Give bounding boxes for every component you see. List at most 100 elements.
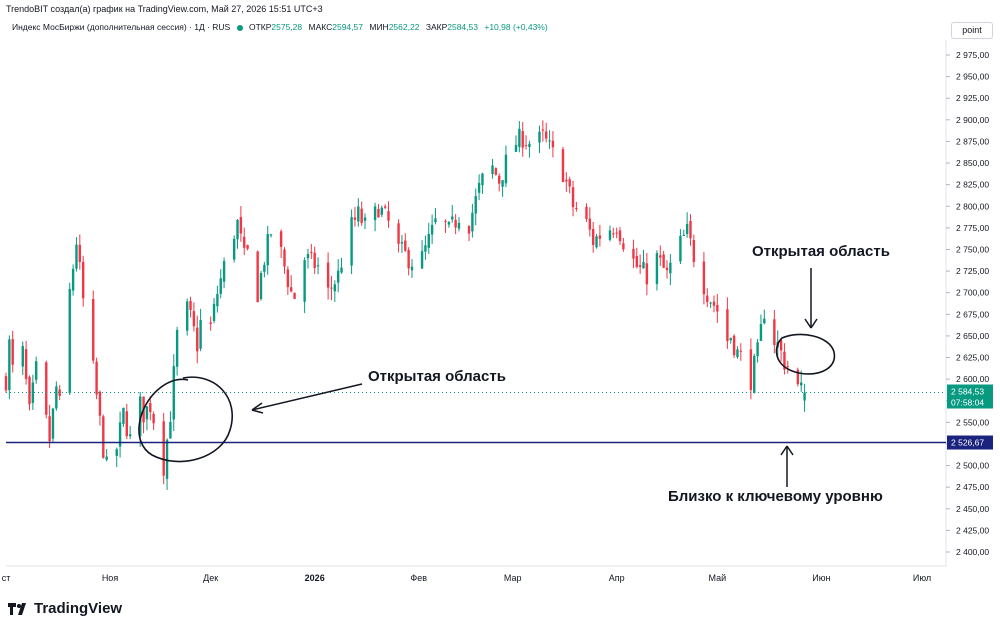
candle-body [444,220,447,222]
arrow-left-head [251,402,264,414]
candle-body [68,289,71,393]
candle-body [246,245,249,249]
candle-body [528,143,531,148]
candle-body [330,287,333,289]
key-level-label: 2 526,67 [951,438,984,448]
last-price-label-box [947,384,993,409]
open-label: ОТКР [248,22,272,32]
x-tick-label: Дек [203,573,218,583]
candle-body [407,249,410,269]
candle-body [548,140,551,142]
low-value: 2562,22 [388,22,420,32]
y-tick-label: 2 975,00 [956,50,989,60]
candle-body [209,322,212,325]
arrow-left-shaft [251,383,363,411]
left-annotation-circle [138,376,233,463]
candle-body [95,361,98,395]
candle-body [306,254,310,259]
y-tick-label: 2 650,00 [956,331,989,341]
candle-body [706,295,709,303]
y-tick-label: 2 400,00 [956,547,989,557]
y-tick-label: 2 600,00 [956,374,989,384]
candle-body [397,223,400,244]
candle-body [169,422,172,439]
candle-body [373,206,377,221]
candle-body [357,206,360,222]
candle-body [162,421,165,476]
annotation-open-area-right: Открытая область [752,243,890,260]
candle-body [565,179,568,182]
candle-body [561,149,565,182]
candle-body [618,230,622,242]
candle-body [410,266,414,271]
candle-body [34,361,38,380]
y-tick-label: 2 800,00 [956,201,989,211]
candle-body [232,238,236,260]
candle-body [759,324,763,341]
candle-body [588,218,592,230]
candle-body [326,262,330,288]
price-scale-unit[interactable]: point [951,22,993,39]
candle-body [783,351,786,370]
y-tick-label: 2 675,00 [956,309,989,319]
candle-body [779,340,783,351]
candle-body [172,366,175,420]
candle-body [115,449,118,456]
y-tick-label: 2 775,00 [956,223,989,233]
high-value: 2594,57 [332,22,363,32]
y-tick-label: 2 925,00 [956,93,989,103]
candle-body [447,221,451,225]
symbol-legend: Индекс МосБиржи (дополнительная сессия) … [12,22,552,32]
candle-body [638,265,642,267]
candle-body [377,208,380,218]
candle-body [340,267,343,273]
candle-body [538,131,541,143]
candle-body [763,318,766,324]
candle-body [662,254,665,268]
y-tick-label: 2 475,00 [956,482,989,492]
candle-body [239,217,243,234]
candle-body [290,287,293,292]
candle-body [420,251,424,269]
last-price-label: 2 584,53 [951,387,984,397]
candle-body [796,369,800,385]
candle-body [632,248,635,259]
low-label: МИН [369,22,389,32]
candle-body [48,416,51,442]
candle-body [773,319,776,346]
candle-body [192,311,196,327]
candle-body [575,207,578,209]
candle-body [71,268,75,291]
candle-body [310,251,313,253]
candle-body [682,235,685,237]
candle-body [427,233,430,248]
candle-body [712,301,716,306]
candle-body [316,265,320,267]
x-tick-label: ст [2,573,11,583]
arrow-down-head [804,318,818,329]
candle-body [524,145,528,147]
candle-body [21,346,24,367]
candle-body [736,349,739,358]
candle-body [313,252,316,269]
tradingview-brand[interactable]: TradingView [8,600,122,617]
candle-body [24,349,28,380]
x-tick-label: Фев [410,573,427,583]
candle-body [481,173,484,186]
candle-body [145,406,149,420]
candle-body [45,362,48,415]
candle-body [189,300,192,310]
candle-body [494,168,498,175]
candle-body [199,319,202,349]
candle-body [81,261,85,299]
candle-body [360,208,363,224]
candle-body [434,218,437,223]
candle-body [404,240,407,251]
candle-body [514,145,518,152]
candle-body [236,219,239,240]
candle-body [451,216,454,220]
candle-body [591,228,595,245]
candle-body [353,217,357,220]
candle-body [518,128,521,148]
